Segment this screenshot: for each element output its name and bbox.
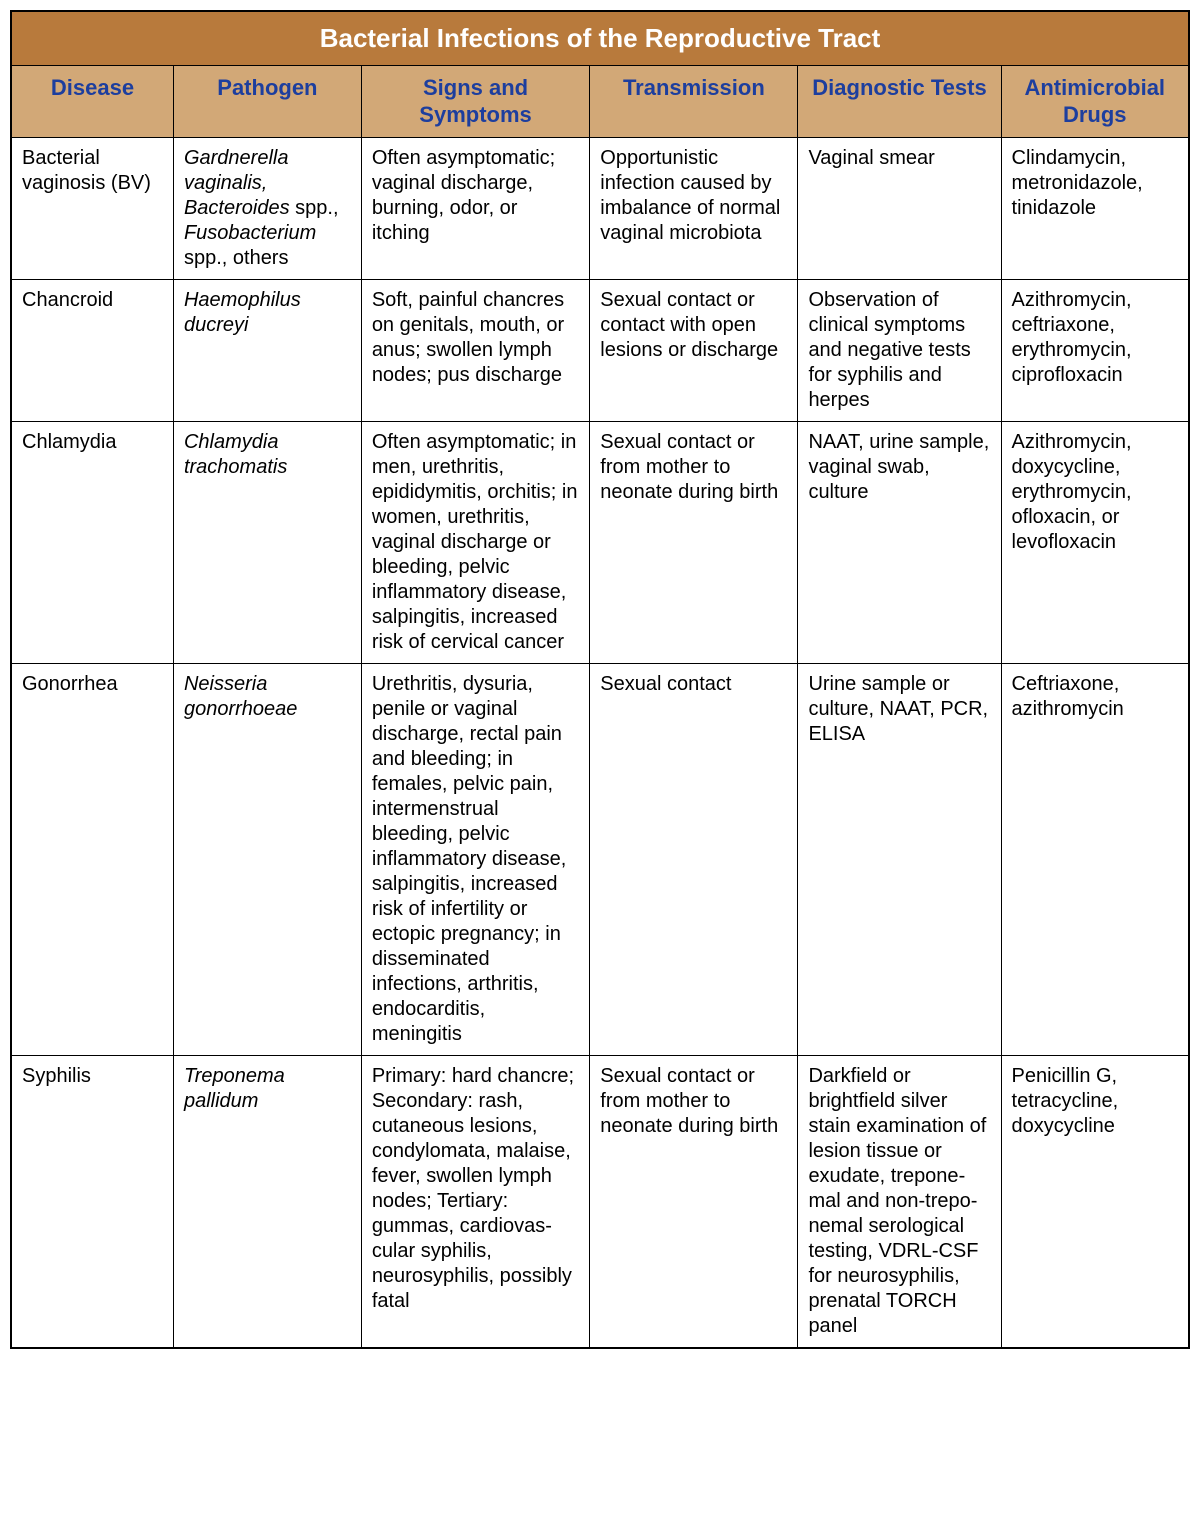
table-row: SyphilisTreponema pallidumPrimary: hard … [11, 1055, 1189, 1348]
cell-disease: Gonorrhea [11, 663, 173, 1055]
cell-transmission: Sexual contact or from mother to neonate… [590, 421, 798, 663]
table-row: GonorrheaNeisseria gonorrhoeaeUrethritis… [11, 663, 1189, 1055]
cell-drugs: Clindamycin, metronidazole, tinidazole [1001, 137, 1189, 279]
cell-drugs: Azithromycin, ceftriaxone, erythromycin,… [1001, 279, 1189, 421]
cell-pathogen: Haemophilus ducreyi [173, 279, 361, 421]
cell-signs: Primary: hard chancre; Secondary: rash, … [361, 1055, 589, 1348]
cell-signs: Soft, painful chancres on genitals, mout… [361, 279, 589, 421]
infections-table: Bacterial Infections of the Reproductive… [10, 10, 1190, 1349]
column-header: Pathogen [173, 65, 361, 137]
cell-pathogen: Gardnerella vaginalis, Bacteroides spp.,… [173, 137, 361, 279]
table-row: ChlamydiaChlamydia trachomatisOften asym… [11, 421, 1189, 663]
cell-transmission: Sexual contact or contact with open lesi… [590, 279, 798, 421]
cell-signs: Often asymptomatic; in men, urethritis, … [361, 421, 589, 663]
cell-signs: Often asymptomatic; vaginal discharge, b… [361, 137, 589, 279]
cell-disease: Syphilis [11, 1055, 173, 1348]
column-header: Antimicrobial Drugs [1001, 65, 1189, 137]
cell-drugs: Ceftriaxone, azithromycin [1001, 663, 1189, 1055]
cell-transmission: Opportunistic infection caused by imbala… [590, 137, 798, 279]
cell-diagnostic: NAAT, urine sample, vaginal swab, cultur… [798, 421, 1001, 663]
cell-diagnostic: Darkfield or brightfield silver stain ex… [798, 1055, 1001, 1348]
cell-diagnostic: Urine sample or culture, NAAT, PCR, ELIS… [798, 663, 1001, 1055]
cell-disease: Chancroid [11, 279, 173, 421]
cell-pathogen: Neisseria gonorrhoeae [173, 663, 361, 1055]
cell-drugs: Azithromycin, doxycycline, erythromycin,… [1001, 421, 1189, 663]
cell-signs: Urethritis, dysuria, penile or vaginal d… [361, 663, 589, 1055]
cell-diagnostic: Observation of clinical symptoms and neg… [798, 279, 1001, 421]
table-body: Bacterial vaginosis (BV)Gardnerella vagi… [11, 137, 1189, 1348]
header-row: DiseasePathogenSigns and SymptomsTransmi… [11, 65, 1189, 137]
column-header: Signs and Symptoms [361, 65, 589, 137]
cell-disease: Chlamydia [11, 421, 173, 663]
table-row: Bacterial vaginosis (BV)Gardnerella vagi… [11, 137, 1189, 279]
column-header: Transmission [590, 65, 798, 137]
table-row: ChancroidHaemophilus ducreyiSoft, painfu… [11, 279, 1189, 421]
cell-pathogen: Treponema pallidum [173, 1055, 361, 1348]
column-header: Disease [11, 65, 173, 137]
cell-drugs: Penicillin G, tetracycline, doxycycline [1001, 1055, 1189, 1348]
cell-disease: Bacterial vaginosis (BV) [11, 137, 173, 279]
title-row: Bacterial Infections of the Reproductive… [11, 11, 1189, 65]
column-header: Diagnostic Tests [798, 65, 1001, 137]
cell-diagnostic: Vaginal smear [798, 137, 1001, 279]
cell-transmission: Sexual contact [590, 663, 798, 1055]
table-title: Bacterial Infections of the Reproductive… [11, 11, 1189, 65]
cell-transmission: Sexual contact or from mother to neonate… [590, 1055, 798, 1348]
cell-pathogen: Chlamydia trachomatis [173, 421, 361, 663]
